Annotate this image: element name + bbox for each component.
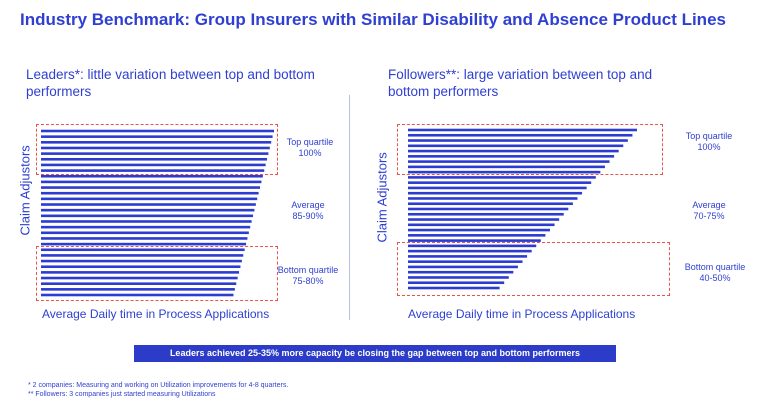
leaders-top-quartile-box <box>36 124 278 175</box>
followers-bar-8 <box>408 165 605 169</box>
leaders-bottom-quartile-value: 75-80% <box>292 276 324 286</box>
leaders-top-quartile-label: Top quartile <box>286 137 334 147</box>
followers-bar-11 <box>408 181 592 184</box>
followers-bar-24 <box>408 249 532 253</box>
followers-average-annotation: Average 70-75% <box>664 200 754 222</box>
leaders-bar-27 <box>41 276 238 280</box>
leaders-top-quartile-annotation: Top quartile 100% <box>265 137 355 159</box>
footnote-leaders: * 2 companies: Measuring and working on … <box>28 382 289 389</box>
leaders-bar-23 <box>41 254 244 257</box>
followers-bar-15 <box>408 202 573 206</box>
followers-bar-30 <box>408 281 505 285</box>
leaders-bar-10 <box>41 180 262 184</box>
followers-bar-29 <box>408 276 509 279</box>
leaders-bottom-quartile-annotation: Bottom quartile 75-80% <box>263 265 353 287</box>
leaders-bar-19 <box>41 231 249 235</box>
followers-bar-17 <box>408 212 564 216</box>
leaders-bar-29 <box>41 288 235 291</box>
followers-average-value: 70-75% <box>693 211 725 221</box>
leaders-average-label: Average <box>291 200 325 210</box>
followers-bar-2 <box>408 133 633 137</box>
leaders-bar-1 <box>41 129 274 133</box>
leaders-bar-25 <box>41 265 241 269</box>
followers-bottom-quartile-annotation: Bottom quartile 40-50% <box>670 262 760 284</box>
leaders-bar-9 <box>41 174 263 178</box>
followers-bar-23 <box>408 244 537 248</box>
followers-bottom-quartile-value: 40-50% <box>699 273 731 283</box>
followers-average-label: Average <box>692 200 726 210</box>
followers-bottom-quartile-box <box>397 242 670 296</box>
followers-bar-12 <box>408 186 587 190</box>
followers-top-quartile-label: Top quartile <box>685 131 733 141</box>
followers-bar-9 <box>408 170 601 174</box>
followers-bar-5 <box>408 149 619 153</box>
leaders-bar-18 <box>41 225 251 229</box>
summary-banner: Leaders achieved 25-35% more capacity be… <box>134 345 616 362</box>
leaders-average-annotation: Average 85-90% <box>263 200 353 222</box>
leaders-x-axis-label: Average Daily time in Process Applicatio… <box>42 307 270 321</box>
leaders-bar-21 <box>41 242 247 246</box>
followers-bar-31 <box>408 286 500 290</box>
leaders-bar-16 <box>41 214 254 218</box>
leaders-bar-30 <box>41 293 234 297</box>
leaders-bar-11 <box>41 186 261 189</box>
followers-bar-4 <box>408 144 624 148</box>
leaders-bottom-quartile-label: Bottom quartile <box>277 265 339 275</box>
leaders-bar-28 <box>41 282 237 285</box>
followers-bar-13 <box>408 191 583 195</box>
followers-bar-26 <box>408 260 523 263</box>
leaders-bar-13 <box>41 197 258 201</box>
leaders-bar-8 <box>41 169 265 172</box>
followers-bar-21 <box>408 234 546 237</box>
leaders-bar-14 <box>41 203 256 206</box>
followers-x-axis-label: Average Daily time in Process Applicatio… <box>408 307 636 321</box>
leaders-bar-15 <box>41 208 255 212</box>
followers-bar-18 <box>408 218 560 221</box>
leaders-bar-4 <box>41 146 270 150</box>
followers-bottom-quartile-label: Bottom quartile <box>684 262 746 272</box>
followers-bar-19 <box>408 223 555 227</box>
followers-bar-20 <box>408 228 550 232</box>
leaders-bar-6 <box>41 157 268 161</box>
leaders-bar-20 <box>41 237 248 240</box>
followers-top-quartile-box <box>397 124 663 175</box>
leaders-top-quartile-value: 100% <box>298 148 322 158</box>
leaders-bar-5 <box>41 152 269 155</box>
leaders-average-value: 85-90% <box>292 211 324 221</box>
followers-bar-3 <box>408 139 628 142</box>
leaders-bar-2 <box>41 135 273 138</box>
followers-bar-16 <box>408 207 569 211</box>
followers-bar-22 <box>408 239 541 242</box>
leaders-bar-3 <box>41 141 272 144</box>
panel-divider <box>349 95 350 320</box>
followers-bar-6 <box>408 155 615 158</box>
followers-bar-25 <box>408 255 528 258</box>
leaders-bottom-quartile-box <box>36 246 278 301</box>
leaders-bar-7 <box>41 163 266 167</box>
followers-bar-7 <box>408 160 610 163</box>
followers-top-quartile-value: 100% <box>697 142 721 152</box>
leaders-bar-12 <box>41 191 259 195</box>
followers-bar-14 <box>408 197 578 200</box>
leaders-bar-26 <box>41 271 240 274</box>
leaders-bar-22 <box>41 248 245 252</box>
page-title: Industry Benchmark: Group Insurers with … <box>20 10 726 29</box>
followers-subtitle: Followers**: large variation between top… <box>388 67 653 99</box>
followers-bar-10 <box>408 176 596 179</box>
followers-top-quartile-annotation: Top quartile 100% <box>664 131 754 153</box>
footnote-followers: ** Followers: 3 companies just started m… <box>28 391 216 398</box>
followers-bar-27 <box>408 265 518 269</box>
leaders-bar-17 <box>41 220 252 223</box>
followers-bar-28 <box>408 270 514 274</box>
followers-bar-1 <box>408 128 637 132</box>
leaders-subtitle: Leaders*: little variation between top a… <box>26 67 315 99</box>
leaders-bar-24 <box>41 259 242 263</box>
